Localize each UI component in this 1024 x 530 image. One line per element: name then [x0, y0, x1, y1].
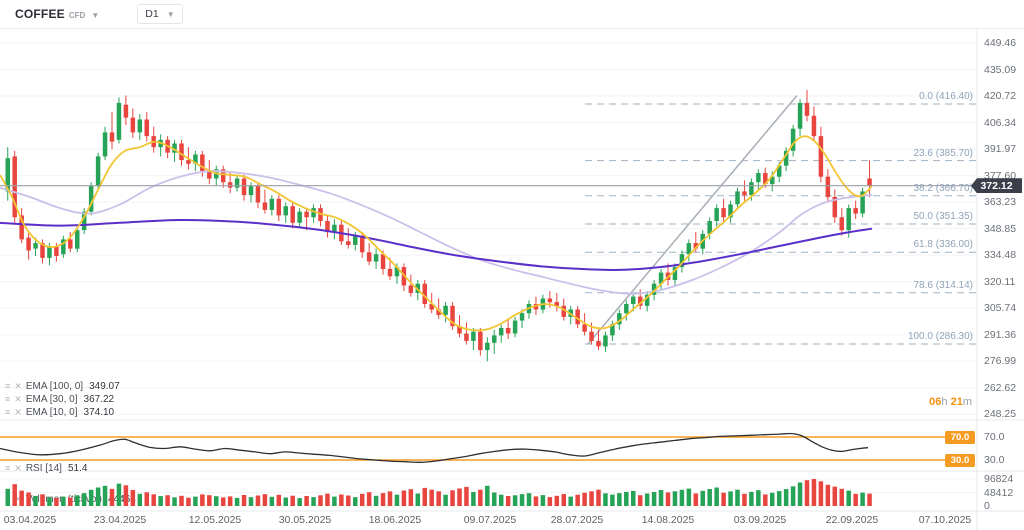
chevron-down-icon: ▼: [91, 11, 100, 20]
timeframe-selector[interactable]: D1 ▼: [137, 4, 183, 24]
indicator-remove-icon[interactable]: ✕: [14, 494, 22, 504]
instrument-type-label: CFD: [68, 11, 86, 20]
timeframe-value: D1: [145, 8, 159, 20]
chevron-down-icon: ▼: [166, 9, 175, 19]
symbol-name: COFFEE: [15, 7, 65, 21]
volume-legend-value: 44464: [107, 494, 136, 505]
symbol-selector[interactable]: COFFEE CFD ▼: [15, 7, 99, 21]
toolbar: COFFEE CFD ▼ D1 ▼: [0, 0, 1024, 29]
